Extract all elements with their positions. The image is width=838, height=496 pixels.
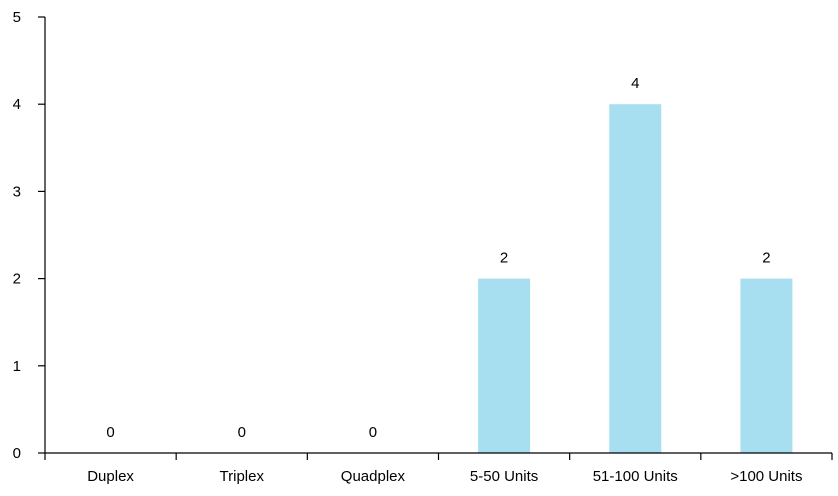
bars-layer [478,104,793,453]
y-tick-label-1: 1 [13,358,21,375]
x-tick-label-2: Quadplex [341,468,406,485]
x-tick-label-3: 5-50 Units [470,468,538,485]
x-tick-label-0: Duplex [87,468,134,485]
y-tick-label-2: 2 [13,271,21,288]
y-tick-label-5: 5 [13,9,21,26]
axes-layer [38,16,833,460]
y-tick-label-4: 4 [13,96,21,113]
y-tick-label-3: 3 [13,183,21,200]
x-tick-label-5: >100 Units [730,468,802,485]
data-label-2: 0 [369,424,377,441]
data-label-3: 2 [500,250,508,267]
bar-3 [478,278,531,453]
labels-layer: 0 0 0 2 4 2 0 1 2 3 4 5 Duplex Triplex Quadplex 5-50 Un… [13,9,803,485]
data-label-1: 0 [238,424,246,441]
data-label-0: 0 [106,424,114,441]
x-tick-label-1: Triplex [220,468,265,485]
bar-5 [740,278,793,453]
bar-4 [609,104,662,453]
data-label-5: 2 [762,250,770,267]
y-tick-label-0: 0 [13,445,21,462]
x-tick-label-4: 51-100 Units [593,468,678,485]
data-label-4: 4 [631,75,639,92]
